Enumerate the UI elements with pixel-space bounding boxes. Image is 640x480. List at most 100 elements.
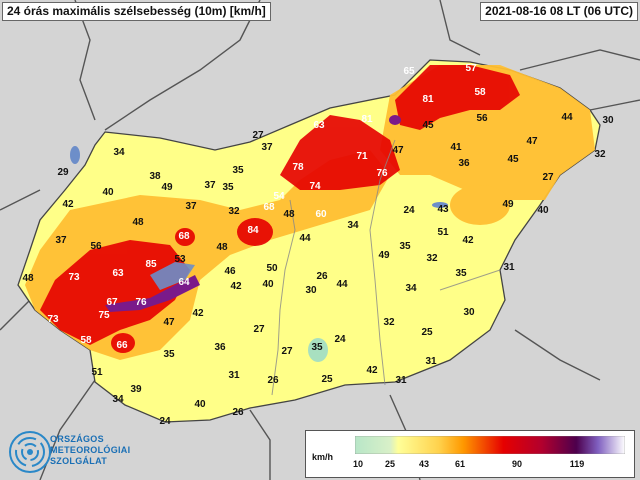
station-value: 30 [602, 115, 614, 126]
station-value: 75 [98, 310, 110, 321]
legend-tick-label: 90 [511, 459, 522, 469]
station-value: 41 [450, 142, 462, 153]
red-zones [40, 65, 520, 353]
station-value: 74 [309, 181, 321, 192]
station-value: 68 [263, 202, 275, 213]
station-value: 48 [22, 273, 34, 284]
legend-tick-label: 10 [352, 459, 363, 469]
legend-unit: km/h [312, 452, 334, 462]
station-value: 35 [163, 349, 175, 360]
station-value: 31 [425, 356, 437, 367]
station-value: 51 [437, 227, 449, 238]
station-value: 68 [178, 231, 190, 242]
station-value: 37 [55, 235, 67, 246]
station-value: 58 [474, 87, 486, 98]
logo-line-1: ORSZÁGOS [50, 434, 104, 444]
station-value: 58 [80, 335, 92, 346]
station-value: 64 [178, 277, 190, 288]
station-value: 49 [502, 199, 514, 210]
station-value: 24 [334, 334, 346, 345]
station-value: 42 [462, 235, 474, 246]
station-value: 56 [476, 113, 488, 124]
map-timestamp: 2021-08-16 08 LT (06 UTC) [480, 2, 638, 21]
station-value: 39 [130, 384, 142, 395]
station-value: 67 [106, 297, 118, 308]
station-value: 73 [47, 314, 59, 325]
map-title: 24 órás maximális szélsebesség (10m) [km… [2, 2, 271, 21]
station-value: 26 [267, 375, 279, 386]
station-value: 32 [594, 149, 606, 160]
station-value: 57 [465, 63, 477, 74]
omsz-logo-text: ORSZÁGOS METEOROLÓGIAI SZOLGÁLAT [50, 434, 130, 467]
station-value: 34 [113, 147, 125, 158]
station-value: 36 [214, 342, 226, 353]
station-value: 32 [383, 317, 395, 328]
station-value: 76 [376, 168, 388, 179]
station-value: 31 [228, 370, 240, 381]
station-value: 42 [366, 365, 378, 376]
legend-tick-label: 61 [454, 459, 465, 469]
station-value: 25 [321, 374, 333, 385]
station-value: 45 [422, 120, 434, 131]
station-value: 76 [135, 297, 147, 308]
station-value: 42 [192, 308, 204, 319]
station-value: 30 [305, 285, 317, 296]
station-value: 35 [222, 182, 234, 193]
station-value: 29 [57, 167, 69, 178]
station-value: 35 [399, 241, 411, 252]
station-value: 31 [503, 262, 515, 273]
station-value: 47 [392, 145, 404, 156]
station-value: 78 [292, 162, 304, 173]
logo-line-3: SZOLGÁLAT [50, 456, 108, 466]
station-value: 25 [421, 327, 433, 338]
station-value: 44 [561, 112, 573, 123]
station-value: 26 [232, 407, 244, 418]
station-value: 63 [112, 268, 124, 279]
station-value: 48 [132, 217, 144, 228]
station-value: 30 [463, 307, 475, 318]
legend-tick-label: 119 [569, 459, 585, 469]
station-value: 49 [161, 182, 173, 193]
station-value: 34 [405, 283, 417, 294]
station-value: 47 [526, 136, 538, 147]
station-value: 44 [299, 233, 311, 244]
station-value: 24 [159, 416, 171, 427]
station-value: 40 [102, 187, 114, 198]
station-value: 65 [403, 66, 415, 77]
station-value: 45 [507, 154, 519, 165]
station-value: 49 [378, 250, 390, 261]
station-value: 47 [163, 317, 175, 328]
station-value: 44 [336, 279, 348, 290]
legend-tick-label: 25 [384, 459, 395, 469]
lakes [70, 146, 448, 290]
station-value: 50 [266, 263, 278, 274]
station-value: 37 [204, 180, 216, 191]
station-value: 24 [403, 205, 415, 216]
station-value: 48 [216, 242, 228, 253]
station-value: 81 [422, 94, 434, 105]
station-value: 85 [145, 259, 157, 270]
station-value: 38 [149, 171, 161, 182]
station-value: 35 [455, 268, 467, 279]
station-value: 40 [537, 205, 549, 216]
station-value: 36 [458, 158, 470, 169]
station-value: 46 [224, 266, 236, 277]
station-value: 27 [252, 130, 264, 141]
legend-color-bar [355, 436, 625, 454]
rivers [271, 139, 501, 396]
station-value: 51 [91, 367, 103, 378]
station-value: 60 [315, 209, 327, 220]
station-value: 81 [361, 114, 373, 125]
station-value: 84 [247, 225, 259, 236]
station-value: 37 [185, 201, 197, 212]
station-value: 35 [232, 165, 244, 176]
station-value: 37 [261, 142, 273, 153]
station-value: 63 [313, 120, 325, 131]
station-value: 71 [356, 151, 368, 162]
station-value: 35 [311, 342, 323, 353]
station-value: 27 [253, 324, 265, 335]
station-value: 32 [228, 206, 240, 217]
station-value: 32 [426, 253, 438, 264]
omsz-logo-icon [9, 431, 51, 473]
